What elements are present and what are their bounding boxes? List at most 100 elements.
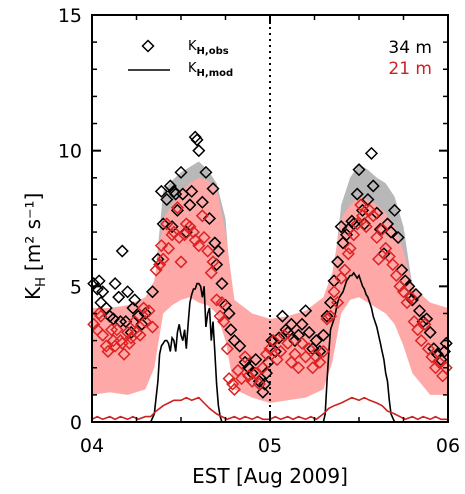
point-series-1-51 xyxy=(222,372,236,386)
point-series-1-48 xyxy=(215,296,229,310)
point-series-1-89 xyxy=(354,198,368,212)
point-series-0-75 xyxy=(316,328,330,342)
point-series-1-34 xyxy=(174,255,188,269)
point-series-1-50 xyxy=(220,342,234,356)
point-series-0-57 xyxy=(258,377,272,391)
point-series-1-19 xyxy=(133,328,147,342)
point-series-0-14 xyxy=(124,325,138,340)
point-series-0-12 xyxy=(119,315,133,329)
point-series-0-33 xyxy=(183,198,197,212)
legend-obs-symbol: K xyxy=(188,39,197,54)
point-series-1-79 xyxy=(320,312,334,326)
point-series-0-71 xyxy=(302,325,316,340)
point-series-1-42 xyxy=(197,230,211,245)
point-series-0-16 xyxy=(128,293,142,307)
point-series-0-99 xyxy=(391,230,405,245)
height-label-34m: 34 m xyxy=(388,38,432,58)
legend-mod-subscript: H,mod xyxy=(197,68,234,79)
point-series-0-107 xyxy=(420,312,434,326)
point-series-1-59 xyxy=(249,366,263,380)
point-series-1-106 xyxy=(411,323,425,337)
y-axis-symbol: K xyxy=(21,286,45,300)
x-tick-label-0: 04 xyxy=(80,435,104,457)
point-series-1-76 xyxy=(309,350,323,364)
point-series-1-95 xyxy=(372,252,386,266)
x-tick-label-2: 06 xyxy=(436,435,460,457)
point-series-1-102 xyxy=(396,285,411,299)
point-series-0-4 xyxy=(96,285,110,299)
legend-mod-symbol: K xyxy=(188,61,197,76)
point-series-1-57 xyxy=(242,369,256,383)
point-series-1-82 xyxy=(331,296,345,310)
point-series-0-47 xyxy=(222,306,236,321)
point-series-0-76 xyxy=(320,309,334,323)
point-series-0-79 xyxy=(331,255,345,269)
point-series-1-40 xyxy=(192,239,206,253)
point-series-1-74 xyxy=(302,342,316,356)
point-series-0-21 xyxy=(151,252,165,266)
point-series-1-47 xyxy=(213,309,227,323)
point-series-1-28 xyxy=(160,217,174,231)
point-series-0-0 xyxy=(87,277,101,291)
point-series-1-94 xyxy=(370,230,384,245)
point-series-1-107 xyxy=(414,334,428,348)
point-series-0-26 xyxy=(165,220,179,234)
point-series-1-56 xyxy=(238,350,252,364)
point-series-1-88 xyxy=(350,217,364,231)
point-series-1-87 xyxy=(347,228,361,242)
point-series-0-18 xyxy=(135,317,149,331)
point-series-1-0 xyxy=(87,317,101,331)
point-series-0-11 xyxy=(115,244,129,258)
point-series-0-73 xyxy=(309,334,323,348)
point-series-1-45 xyxy=(206,255,220,269)
point-series-0-13 xyxy=(121,285,135,299)
point-series-1-90 xyxy=(355,209,370,223)
point-series-0-23 xyxy=(156,217,170,231)
point-series-0-90 xyxy=(361,192,375,207)
point-series-1-114 xyxy=(439,361,453,375)
point-series-0-108 xyxy=(423,325,437,340)
point-series-0-43 xyxy=(210,258,224,272)
point-series-0-7 xyxy=(106,312,120,326)
point-series-1-43 xyxy=(201,244,215,258)
point-series-0-80 xyxy=(334,220,348,234)
point-series-1-29 xyxy=(161,241,176,255)
point-series-0-44 xyxy=(211,244,225,258)
point-series-0-69 xyxy=(295,317,309,331)
point-series-0-24 xyxy=(160,192,174,207)
point-series-0-105 xyxy=(412,304,427,318)
point-series-1-70 xyxy=(288,347,302,361)
point-series-1-4 xyxy=(96,328,110,342)
point-series-1-17 xyxy=(128,315,142,329)
legend-obs-subscript: H,obs xyxy=(197,46,229,57)
point-series-0-25 xyxy=(163,179,177,193)
point-series-1-10 xyxy=(110,323,124,337)
point-series-1-72 xyxy=(295,336,309,350)
legend-mod-label: KH,mod xyxy=(188,61,233,79)
point-series-1-91 xyxy=(359,220,373,234)
point-series-1-100 xyxy=(389,268,403,283)
y-axis-units: [m² s⁻¹] xyxy=(21,193,45,271)
y-axis-subscript: H xyxy=(34,277,49,287)
point-series-1-60 xyxy=(252,377,266,391)
point-series-1-104 xyxy=(404,290,418,304)
point-series-0-9 xyxy=(112,290,126,304)
point-series-1-32 xyxy=(170,201,185,215)
point-series-0-48 xyxy=(224,323,238,337)
point-series-0-86 xyxy=(350,187,364,201)
x-tick-label-1: 05 xyxy=(258,435,282,457)
point-series-0-98 xyxy=(388,203,402,217)
point-series-0-3 xyxy=(94,296,108,310)
point-series-1-64 xyxy=(266,334,281,348)
point-series-0-70 xyxy=(299,304,313,318)
point-series-0-66 xyxy=(284,317,298,331)
point-series-1-5 xyxy=(99,339,113,353)
legend-obs-marker xyxy=(141,39,155,53)
point-series-0-113 xyxy=(439,336,453,350)
point-series-1-112 xyxy=(432,355,446,369)
height-label-21m: 21 m xyxy=(388,59,432,79)
point-series-1-93 xyxy=(366,209,380,223)
point-series-0-52 xyxy=(242,361,256,375)
